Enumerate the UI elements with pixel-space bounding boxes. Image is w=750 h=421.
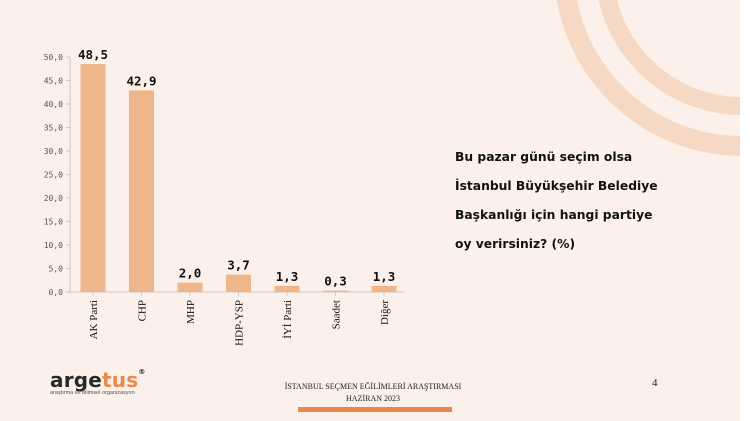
y-tick-label: 40,0 [44, 100, 63, 109]
category-label: CHP [137, 300, 149, 321]
category-label: Saadet [331, 300, 343, 329]
footer-title: İSTANBUL SEÇMEN EĞİLİMLERİ ARAŞTIRMASI H… [248, 381, 498, 405]
bar [129, 90, 154, 293]
argetus-logo: argetus® araştırma ve bilimsel organizas… [50, 368, 146, 396]
y-tick-label: 45,0 [44, 77, 63, 86]
category-label: AK Parti [88, 300, 100, 339]
category-label: MHP [185, 300, 197, 324]
bars [80, 64, 397, 293]
bar [274, 285, 300, 292]
footer-accent-bar [298, 407, 452, 412]
bar [226, 274, 251, 292]
bar-chart: 0,0 5,0 10,0 15,0 20,0 25,0 30,0 35,0 40,0 45,0 50… [44, 47, 404, 346]
logo-text-main: arge [50, 368, 103, 392]
chart-question: Bu pazar günü seçim olsa İstanbul Büyükş… [455, 143, 725, 259]
data-label: 42,9 [126, 73, 156, 88]
question-line-2: İstanbul Büyükşehir Belediye [455, 179, 658, 193]
y-tick-label: 10,0 [44, 241, 63, 250]
bar [323, 290, 348, 292]
question-line-4: oy verirsiniz? (%) [455, 237, 576, 251]
y-tick-label: 20,0 [44, 194, 63, 203]
logo-registered-mark: ® [138, 368, 146, 376]
data-label: 48,5 [78, 47, 108, 62]
data-label: 1,3 [276, 269, 299, 284]
data-labels: 48,5 42,9 2,0 3,7 1,3 0,3 1,3 [78, 47, 395, 289]
logo-wordmark: argetus® [50, 368, 146, 392]
bar [80, 64, 106, 292]
category-label: İYİ Parti [282, 300, 294, 339]
question-line-3: Başkanlığı için hangi partiye [455, 208, 653, 222]
y-tick-label: 0,0 [49, 288, 64, 297]
y-tick-label: 30,0 [44, 147, 63, 156]
logo-text-accent: tus [102, 368, 139, 392]
question-line-1: Bu pazar günü seçim olsa [455, 150, 633, 164]
y-tick-label: 15,0 [44, 218, 63, 227]
y-tick-label: 50,0 [44, 53, 63, 62]
y-axis: 0,0 5,0 10,0 15,0 20,0 25,0 30,0 35,0 40,0 45,0 50… [44, 53, 404, 297]
data-label: 2,0 [179, 266, 202, 281]
data-label: 3,7 [227, 258, 250, 273]
data-label: 1,3 [373, 269, 396, 284]
survey-date: HAZİRAN 2023 [346, 394, 400, 403]
page-number: 4 [652, 377, 658, 389]
y-tick-label: 25,0 [44, 171, 63, 180]
category-label: HDP-YSP [234, 300, 246, 346]
survey-title: İSTANBUL SEÇMEN EĞİLİMLERİ ARAŞTIRMASI [284, 382, 462, 391]
logo-tagline: araştırma ve bilimsel organizasyon [50, 390, 135, 396]
y-tick-label: 35,0 [44, 124, 63, 133]
y-tick-label: 5,0 [49, 265, 64, 274]
bar [177, 282, 203, 292]
category-labels: AK Parti CHP MHP HDP-YSP İYİ Parti Saadet Diğe… [88, 300, 391, 346]
category-label: Diğer [379, 300, 391, 325]
data-label: 0,3 [324, 274, 347, 289]
bar [371, 285, 397, 292]
